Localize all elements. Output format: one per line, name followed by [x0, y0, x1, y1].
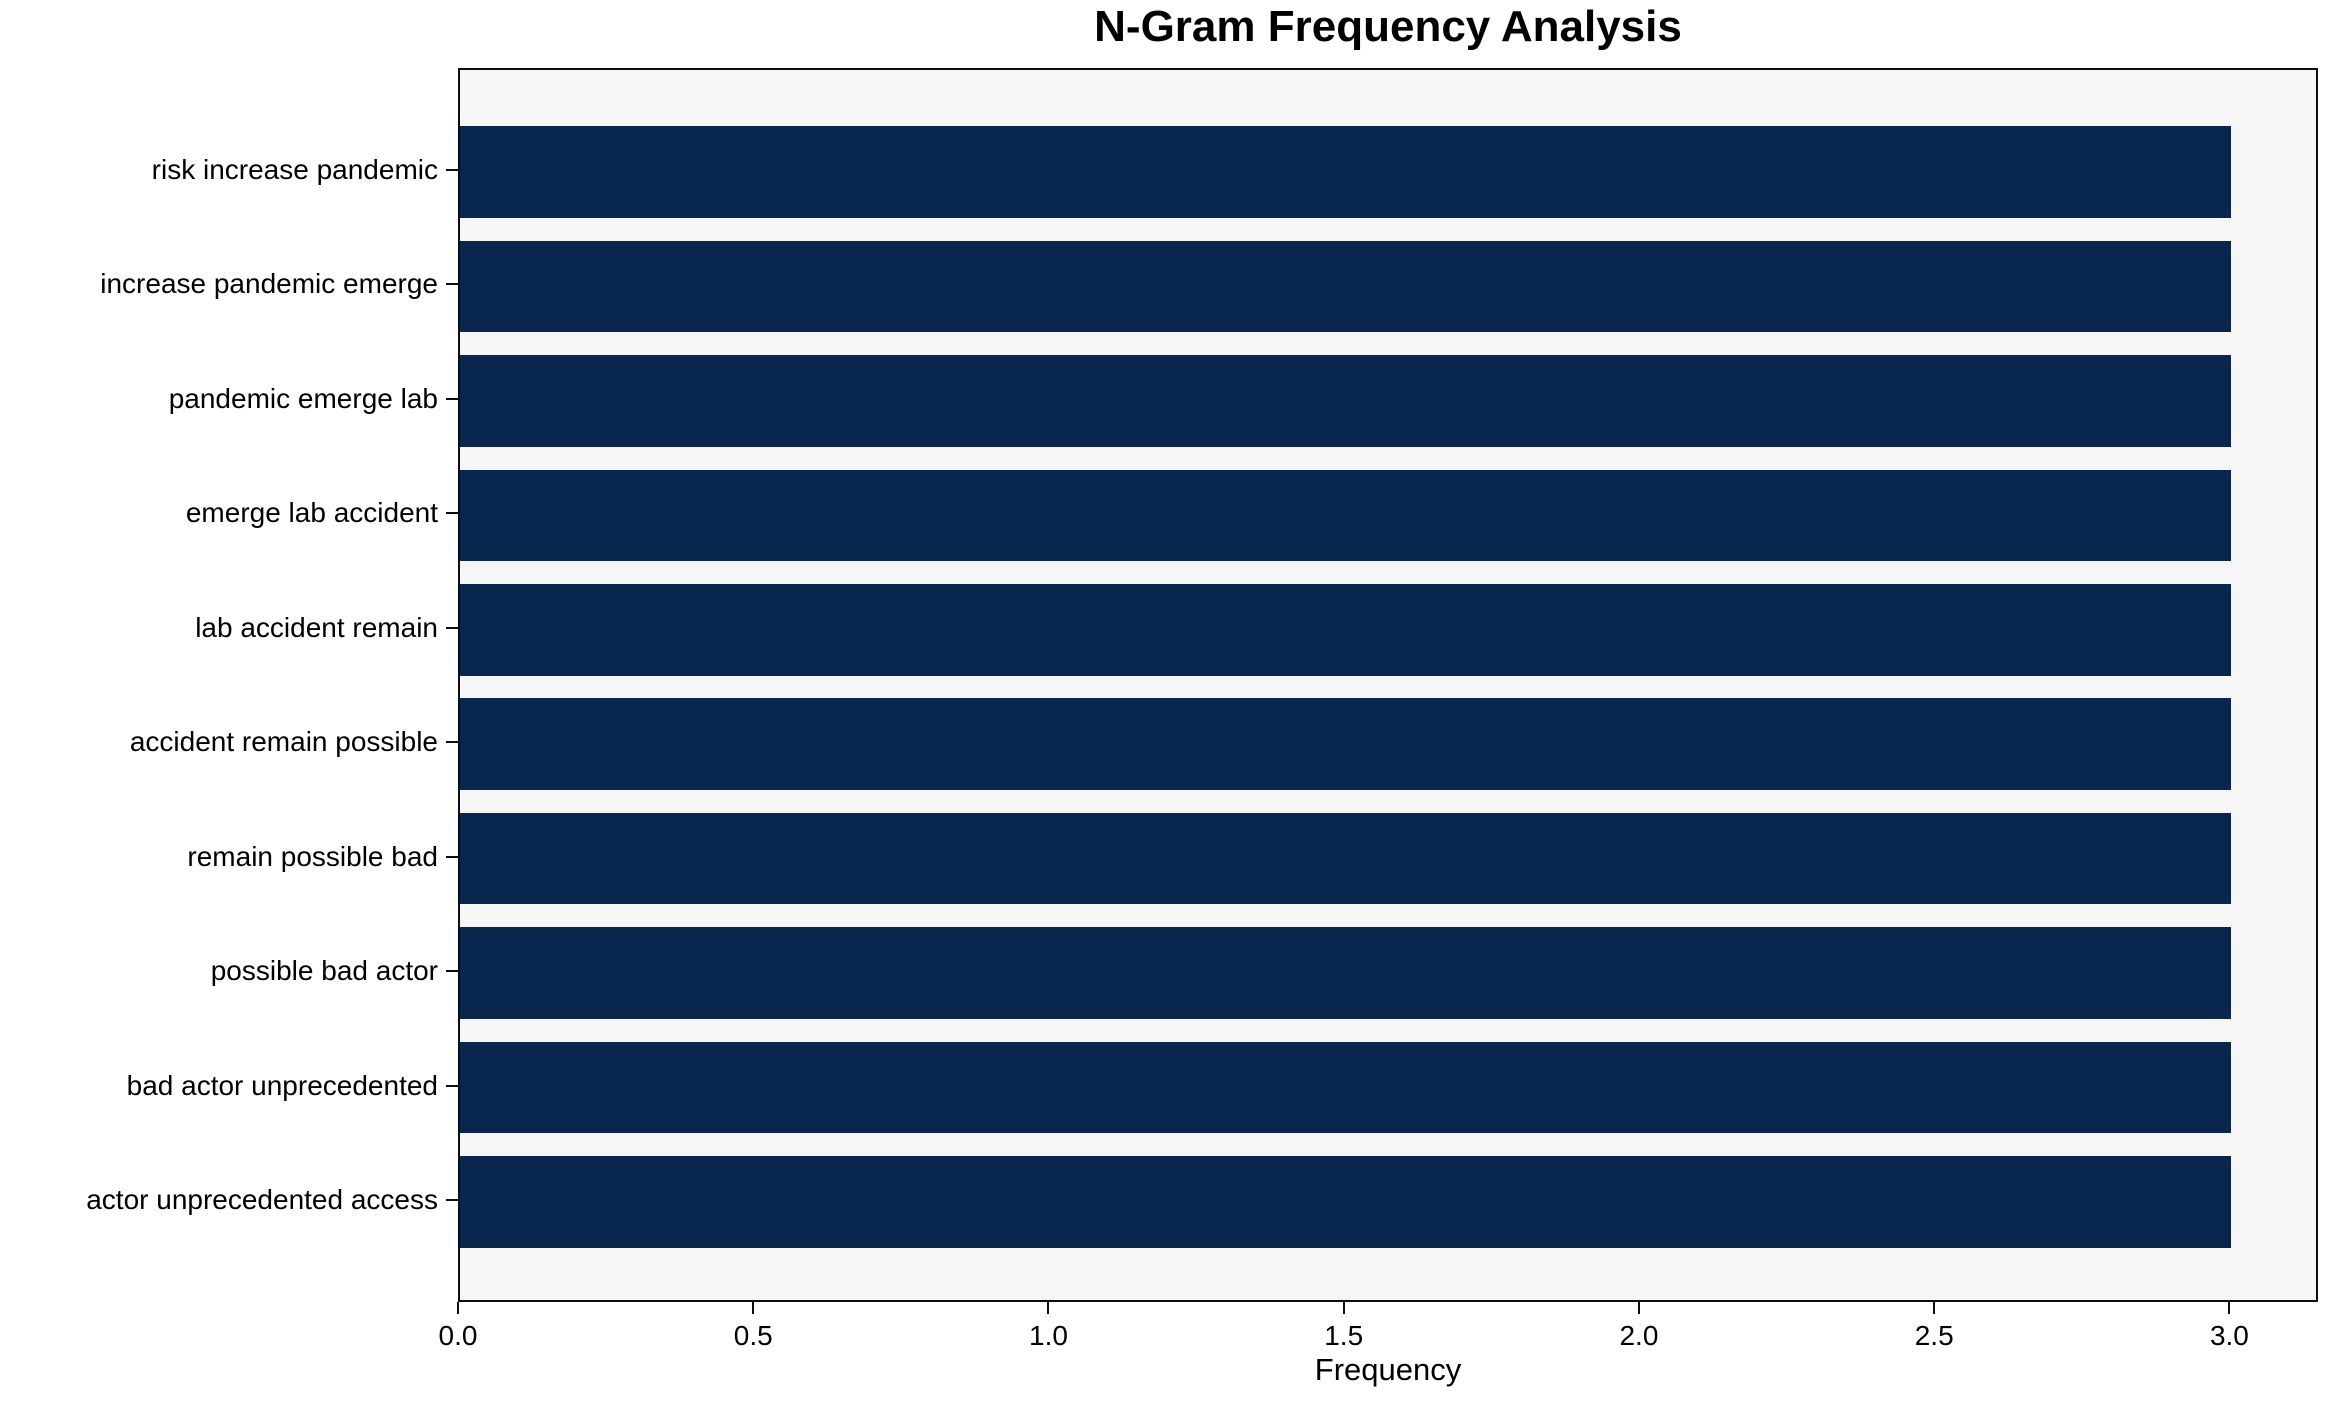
- bar: [460, 583, 2232, 676]
- x-tick: [1047, 1302, 1050, 1314]
- x-tick: [457, 1302, 459, 1314]
- y-tick: [446, 397, 458, 400]
- y-tick: [446, 1199, 458, 1202]
- y-tick: [446, 512, 458, 515]
- y-tick-label: remain possible bad: [187, 840, 438, 872]
- bar: [460, 355, 2232, 447]
- x-tick: [2228, 1302, 2231, 1314]
- y-tick: [446, 970, 458, 973]
- bar: [460, 698, 2232, 790]
- y-tick-label: risk increase pandemic: [151, 153, 438, 185]
- y-tick: [446, 855, 458, 858]
- bar: [460, 469, 2232, 562]
- x-tick-label: 1.0: [1029, 1320, 1068, 1351]
- x-tick-label: 3.0: [2209, 1320, 2249, 1351]
- chart-title: N-Gram Frequency Analysis: [1094, 2, 1682, 51]
- bar: [460, 1041, 2232, 1134]
- bar: [460, 240, 2232, 333]
- y-tick: [446, 168, 458, 171]
- x-tick: [752, 1302, 755, 1314]
- y-tick-label: actor unprecedented access: [86, 1184, 438, 1216]
- y-tick: [446, 1084, 458, 1087]
- bar: [460, 812, 2232, 905]
- x-tick-label: 0.5: [733, 1320, 773, 1351]
- y-tick: [446, 741, 458, 744]
- x-tick: [1342, 1302, 1345, 1314]
- bar: [460, 927, 2232, 1019]
- y-tick-label: emerge lab accident: [185, 497, 438, 529]
- x-axis-title: Frequency: [1314, 1352, 1462, 1387]
- x-tick-label: 0.0: [438, 1320, 478, 1351]
- y-tick-label: accident remain possible: [129, 726, 438, 758]
- x-tick-label: 2.5: [1914, 1320, 1954, 1351]
- x-tick-label: 1.5: [1324, 1320, 1364, 1351]
- y-tick: [446, 626, 458, 629]
- x-tick: [1933, 1302, 1936, 1314]
- y-tick-label: possible bad actor: [210, 955, 438, 987]
- y-tick: [446, 283, 458, 286]
- x-tick-label: 2.0: [1619, 1320, 1659, 1351]
- y-tick-label: lab accident remain: [195, 611, 438, 643]
- y-tick-label: pandemic emerge lab: [168, 382, 438, 414]
- y-tick-label: bad actor unprecedented: [126, 1069, 438, 1101]
- bar: [460, 126, 2232, 218]
- y-tick-label: increase pandemic emerge: [100, 268, 438, 300]
- bar: [460, 1156, 2232, 1248]
- x-tick: [1637, 1302, 1640, 1314]
- plot-area: [458, 68, 2318, 1302]
